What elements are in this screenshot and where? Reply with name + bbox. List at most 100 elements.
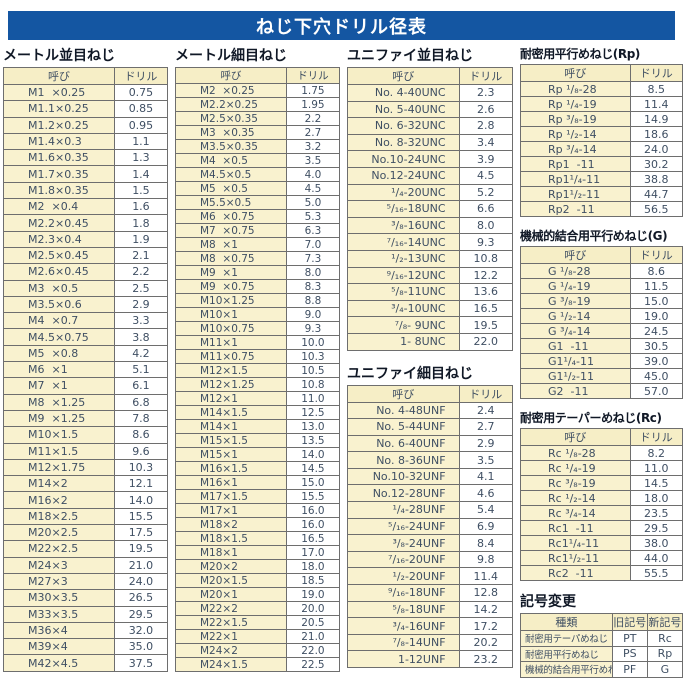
table-cell: 8.0 xyxy=(458,216,514,235)
table-cell: ⁵/₈-18UNF xyxy=(347,600,460,619)
table-cell: M24×2 xyxy=(175,643,287,658)
table-row: M20×2 18.0 xyxy=(175,559,341,574)
table-cell: No.10-32UNF xyxy=(347,467,460,486)
table-cell: Rc ³/₈-19 xyxy=(520,475,631,491)
table-row: Rp ¹/₈-28 8.5 xyxy=(520,81,683,97)
table-cell: ⁵/₁₆-18UNC xyxy=(347,200,460,218)
table-cell: 56.5 xyxy=(629,201,683,217)
table-cell: M2.2×0.25 xyxy=(175,97,287,112)
table-row: ³/₈-24UNF 8.4 xyxy=(347,534,514,552)
column-header: ドリル xyxy=(113,67,169,85)
table-cell: 21.0 xyxy=(285,629,341,644)
table-row: No.12-28UNF 4.6 xyxy=(347,484,514,503)
table-cell: 機械的結合用平行めねじ xyxy=(520,661,613,678)
table-row: ¹/₂-13UNC 10.8 xyxy=(347,249,514,268)
table-row: No. 5-44UNF 2.7 xyxy=(347,418,514,436)
table-row: Rc ³/₄-14 23.5 xyxy=(520,505,683,521)
table-cell: 6.3 xyxy=(285,223,341,238)
table-cell: M2.2×0.45 xyxy=(3,214,115,232)
table-cell: M36×4 xyxy=(3,621,115,640)
table-row: M4 ×0.5 3.5 xyxy=(175,153,341,168)
section-gap xyxy=(347,351,513,362)
table-cell: Rp ¹/₂-14 xyxy=(520,126,631,142)
table-cell: 11.0 xyxy=(629,460,683,476)
table-cell: G ³/₈-19 xyxy=(520,293,631,309)
column-metric-fine: メートル細目ねじ 呼び ドリル M2 ×0.25 1.75 M2.2×0.25 1.95 M… xyxy=(175,44,341,672)
column-header: ドリル xyxy=(458,384,514,403)
table-row: Rc1 -11 29.5 xyxy=(520,520,683,536)
table-cell: 1- 8UNC xyxy=(347,332,460,351)
table-cell: 8.4 xyxy=(458,534,514,552)
table-cell: 19.0 xyxy=(629,308,683,324)
table-cell: 26.5 xyxy=(113,589,169,607)
table-cell: M2.5×0.45 xyxy=(3,246,115,265)
table-row: M1.1×0.25 0.85 xyxy=(3,100,169,118)
table-row: No. 6-32UNC 2.8 xyxy=(347,117,514,135)
table-row: M9 ×1.25 7.8 xyxy=(3,409,169,428)
table-cell: ¹/₂-20UNF xyxy=(347,567,460,586)
rc-table: 呼び ドリル Rc ¹/₈-28 8.2 Rc ¹/₄-19 11.0 Rc ³/₈-19 1… xyxy=(520,428,683,581)
table-cell: ⁹/₁₆-12UNC xyxy=(347,266,460,285)
table-cell: M5.5×0.5 xyxy=(175,195,287,210)
table-cell: M9 ×0.75 xyxy=(175,279,287,294)
section-title-symbol-change: 記号変更 xyxy=(520,594,576,610)
table-cell: No. 5-44UNF xyxy=(347,418,460,436)
table-row: M20×2.5 17.5 xyxy=(3,524,169,542)
table-row: G1¹/₄-11 39.0 xyxy=(520,353,683,369)
table-cell: No.10-24UNC xyxy=(347,150,460,168)
table-cell: M14×1 xyxy=(175,419,287,434)
table-cell: M10×0.75 xyxy=(175,321,287,336)
table-cell: Rc ¹/₄-19 xyxy=(520,460,631,476)
header-row: 種類 旧記号 新記号 xyxy=(520,613,683,631)
table-row: G ³/₄-14 24.5 xyxy=(520,323,683,339)
table-cell: 9.6 xyxy=(113,442,169,460)
table-cell: M16×1 xyxy=(175,475,287,490)
table-cell: M20×1 xyxy=(175,587,287,602)
table-cell: 4.0 xyxy=(285,167,341,182)
section-title-metric-coarse: メートル並目ねじ xyxy=(3,48,115,64)
table-cell: 11.4 xyxy=(458,567,514,586)
table-cell: 2.1 xyxy=(113,246,169,265)
table-cell: 17.2 xyxy=(458,617,514,635)
table-cell: M27×3 xyxy=(3,572,115,591)
table-cell: M5 ×0.8 xyxy=(3,344,115,363)
table-cell: 1.95 xyxy=(285,97,341,112)
table-cell: Rp ³/₄-14 xyxy=(520,141,631,157)
table-row: M5 ×0.5 4.5 xyxy=(175,181,341,196)
table-row: M11×1 10.0 xyxy=(175,335,341,350)
table-cell: 1.3 xyxy=(113,149,169,167)
column-header: 呼び xyxy=(347,67,460,85)
table-row: M12×1 11.0 xyxy=(175,391,341,406)
table-cell: M11×1 xyxy=(175,335,287,350)
table-row: M1.2×0.25 0.95 xyxy=(3,116,169,134)
table-cell: 57.0 xyxy=(629,383,683,399)
table-row: M16×1 15.0 xyxy=(175,475,341,490)
table-cell: M1.4×0.3 xyxy=(3,132,115,151)
table-cell: M30×3.5 xyxy=(3,589,115,607)
table-cell: M18×2 xyxy=(175,517,287,532)
section-title-unified-coarse: ユニファイ並目ねじ xyxy=(347,48,473,64)
table-cell: M18×1.5 xyxy=(175,531,287,546)
table-cell: M11×1.5 xyxy=(3,442,115,460)
table-cell: 6.1 xyxy=(113,377,169,395)
table-cell: M16×1.5 xyxy=(175,461,287,476)
table-cell: 14.5 xyxy=(285,461,341,476)
table-cell: 5.2 xyxy=(458,183,514,202)
section-gap xyxy=(520,399,683,408)
table-row: M22×1.5 20.5 xyxy=(175,615,341,630)
table-cell: 8.8 xyxy=(285,293,341,308)
table-cell: M10×1 xyxy=(175,307,287,322)
table-cell: 3.5 xyxy=(285,153,341,168)
table-cell: 20.2 xyxy=(458,633,514,652)
table-row: M3.5×0.6 2.9 xyxy=(3,295,169,314)
table-row: M6 ×0.75 5.3 xyxy=(175,209,341,224)
table-row: Rp ¹/₂-14 18.6 xyxy=(520,126,683,142)
table-cell: 1.8 xyxy=(113,214,169,232)
table-cell: 5.3 xyxy=(285,209,341,224)
table-row: M14×1 13.0 xyxy=(175,419,341,434)
table-cell: 12.8 xyxy=(458,584,514,602)
table-row: M18×1 17.0 xyxy=(175,545,341,560)
table-cell: PT xyxy=(611,630,648,647)
table-cell: Rp1¹/₂-11 xyxy=(520,186,631,202)
table-row: Rp2 -11 56.5 xyxy=(520,201,683,217)
